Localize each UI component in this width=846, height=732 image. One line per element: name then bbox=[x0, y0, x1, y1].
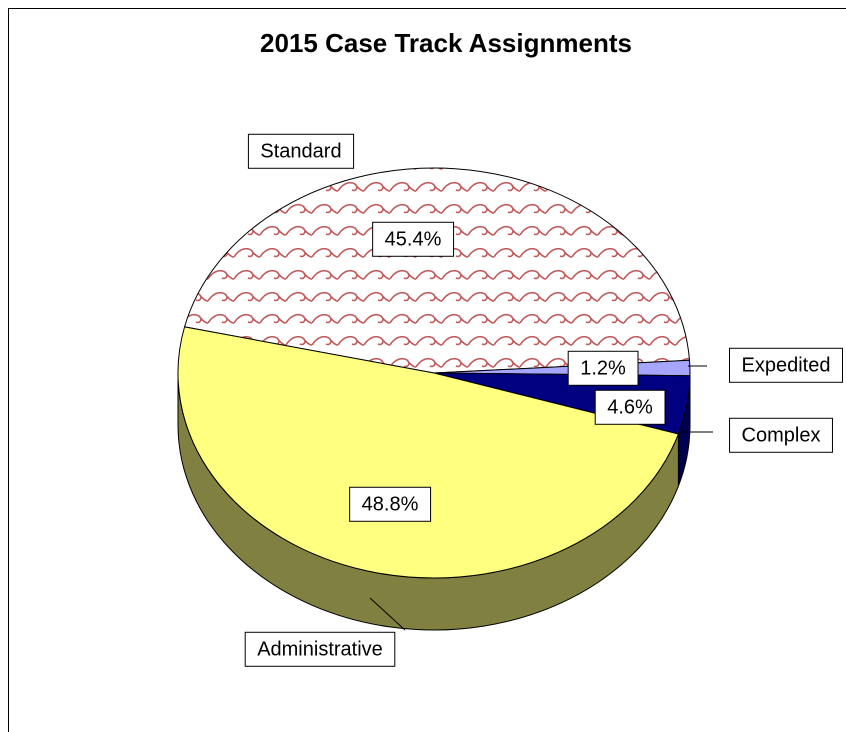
leader-line bbox=[369, 597, 406, 631]
category-label: Expedited bbox=[742, 354, 831, 376]
category-label: Standard bbox=[260, 140, 341, 162]
category-label-box bbox=[729, 417, 833, 453]
value-label-box bbox=[372, 221, 455, 257]
pie-slice bbox=[177, 326, 680, 579]
value-label-box bbox=[567, 350, 639, 386]
category-label: Administrative bbox=[257, 638, 383, 660]
chart-title: 2015 Case Track Assignments bbox=[260, 28, 632, 58]
labels: Standard 45.4% Expedited 1.2% Complex 4.6% Adm… bbox=[244, 133, 843, 667]
category-label-box bbox=[244, 631, 396, 667]
value-label: 48.8% bbox=[362, 493, 419, 515]
category-label-box bbox=[247, 133, 355, 169]
value-label: 4.6% bbox=[607, 396, 653, 418]
category-label: Complex bbox=[742, 424, 821, 446]
pie-slice bbox=[183, 167, 691, 374]
value-label-box bbox=[594, 389, 666, 425]
category-label-box bbox=[729, 347, 843, 383]
value-label: 1.2% bbox=[580, 357, 626, 379]
value-label: 45.4% bbox=[385, 228, 442, 250]
frame bbox=[8, 8, 846, 732]
value-label-box bbox=[349, 486, 432, 522]
